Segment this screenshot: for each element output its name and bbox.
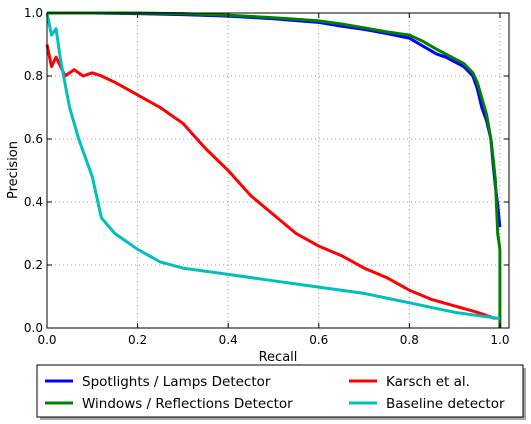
x-tick-label: 0.4	[219, 333, 238, 347]
series-line-4	[45, 12, 501, 321]
series-line-2	[47, 11, 502, 328]
legend-box	[36, 364, 524, 418]
legend: Spotlights / Lamps Detector Windows / Ref…	[36, 364, 526, 420]
y-tick-label: 0.6	[24, 132, 43, 146]
series-line-3	[45, 44, 496, 321]
grid-lines	[47, 13, 509, 328]
series-lines	[45, 11, 502, 328]
y-tick-label: 1.0	[24, 6, 43, 20]
y-tick-label: 0.2	[24, 258, 43, 272]
y-tick-label: 0.4	[24, 195, 43, 209]
plot-background	[47, 13, 509, 328]
legend-label-4: Baseline detector	[386, 396, 505, 412]
axis-ticks: 0.0 0.2 0.4 0.6 0.8 1.0 0.0 0.2 0.4 0.6 0.8 1.0	[24, 6, 510, 347]
x-tick-label: 0.2	[128, 333, 147, 347]
plot-frame	[46, 12, 510, 329]
x-axis-label: Recall	[259, 350, 298, 365]
x-tick-label: 0.6	[309, 333, 328, 347]
y-tick-label: 0.8	[24, 69, 43, 83]
legend-label-3: Karsch et al.	[386, 374, 470, 390]
legend-label-1: Spotlights / Lamps Detector	[82, 374, 271, 390]
x-tick-label: 1.0	[490, 333, 509, 347]
y-axis-label: Precision	[6, 141, 21, 199]
y-tick-label: 0.0	[24, 321, 43, 335]
legend-label-2: Windows / Reflections Detector	[82, 396, 293, 412]
x-tick-label: 0.0	[37, 333, 56, 347]
x-tick-label: 0.8	[400, 333, 419, 347]
